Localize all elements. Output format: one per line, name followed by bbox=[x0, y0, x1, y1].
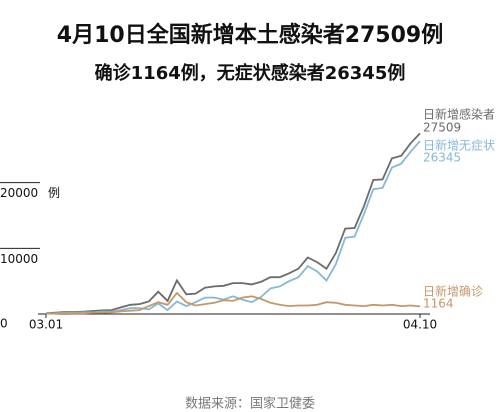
y-unit: 例 bbox=[48, 186, 60, 200]
value-label: 1164 bbox=[423, 297, 454, 311]
x-tick-label: 03.01 bbox=[29, 318, 63, 332]
y-tick-label: 20000 bbox=[0, 186, 38, 200]
y-tick-label: 0 bbox=[0, 317, 8, 331]
value-label: 26345 bbox=[423, 151, 461, 165]
legend-label: 日新增感染者 bbox=[423, 107, 495, 122]
value-label: 27509 bbox=[423, 121, 461, 135]
source: 数据来源：国家卫健委 bbox=[185, 396, 315, 412]
series-line bbox=[45, 140, 421, 315]
series-line bbox=[45, 291, 421, 315]
x-tick-label: 04.10 bbox=[403, 318, 437, 332]
legend-label: 日新增确诊 bbox=[423, 284, 483, 299]
chart-subtitle: 确诊1164例，无症状感染者26345例 bbox=[95, 62, 406, 84]
legend-label: 日新增无症状 bbox=[423, 138, 495, 153]
y-tick-label: 10000 bbox=[0, 252, 38, 266]
chart-title: 4月10日全国新增本土感染者27509例 bbox=[57, 22, 443, 48]
series-line bbox=[45, 132, 421, 315]
